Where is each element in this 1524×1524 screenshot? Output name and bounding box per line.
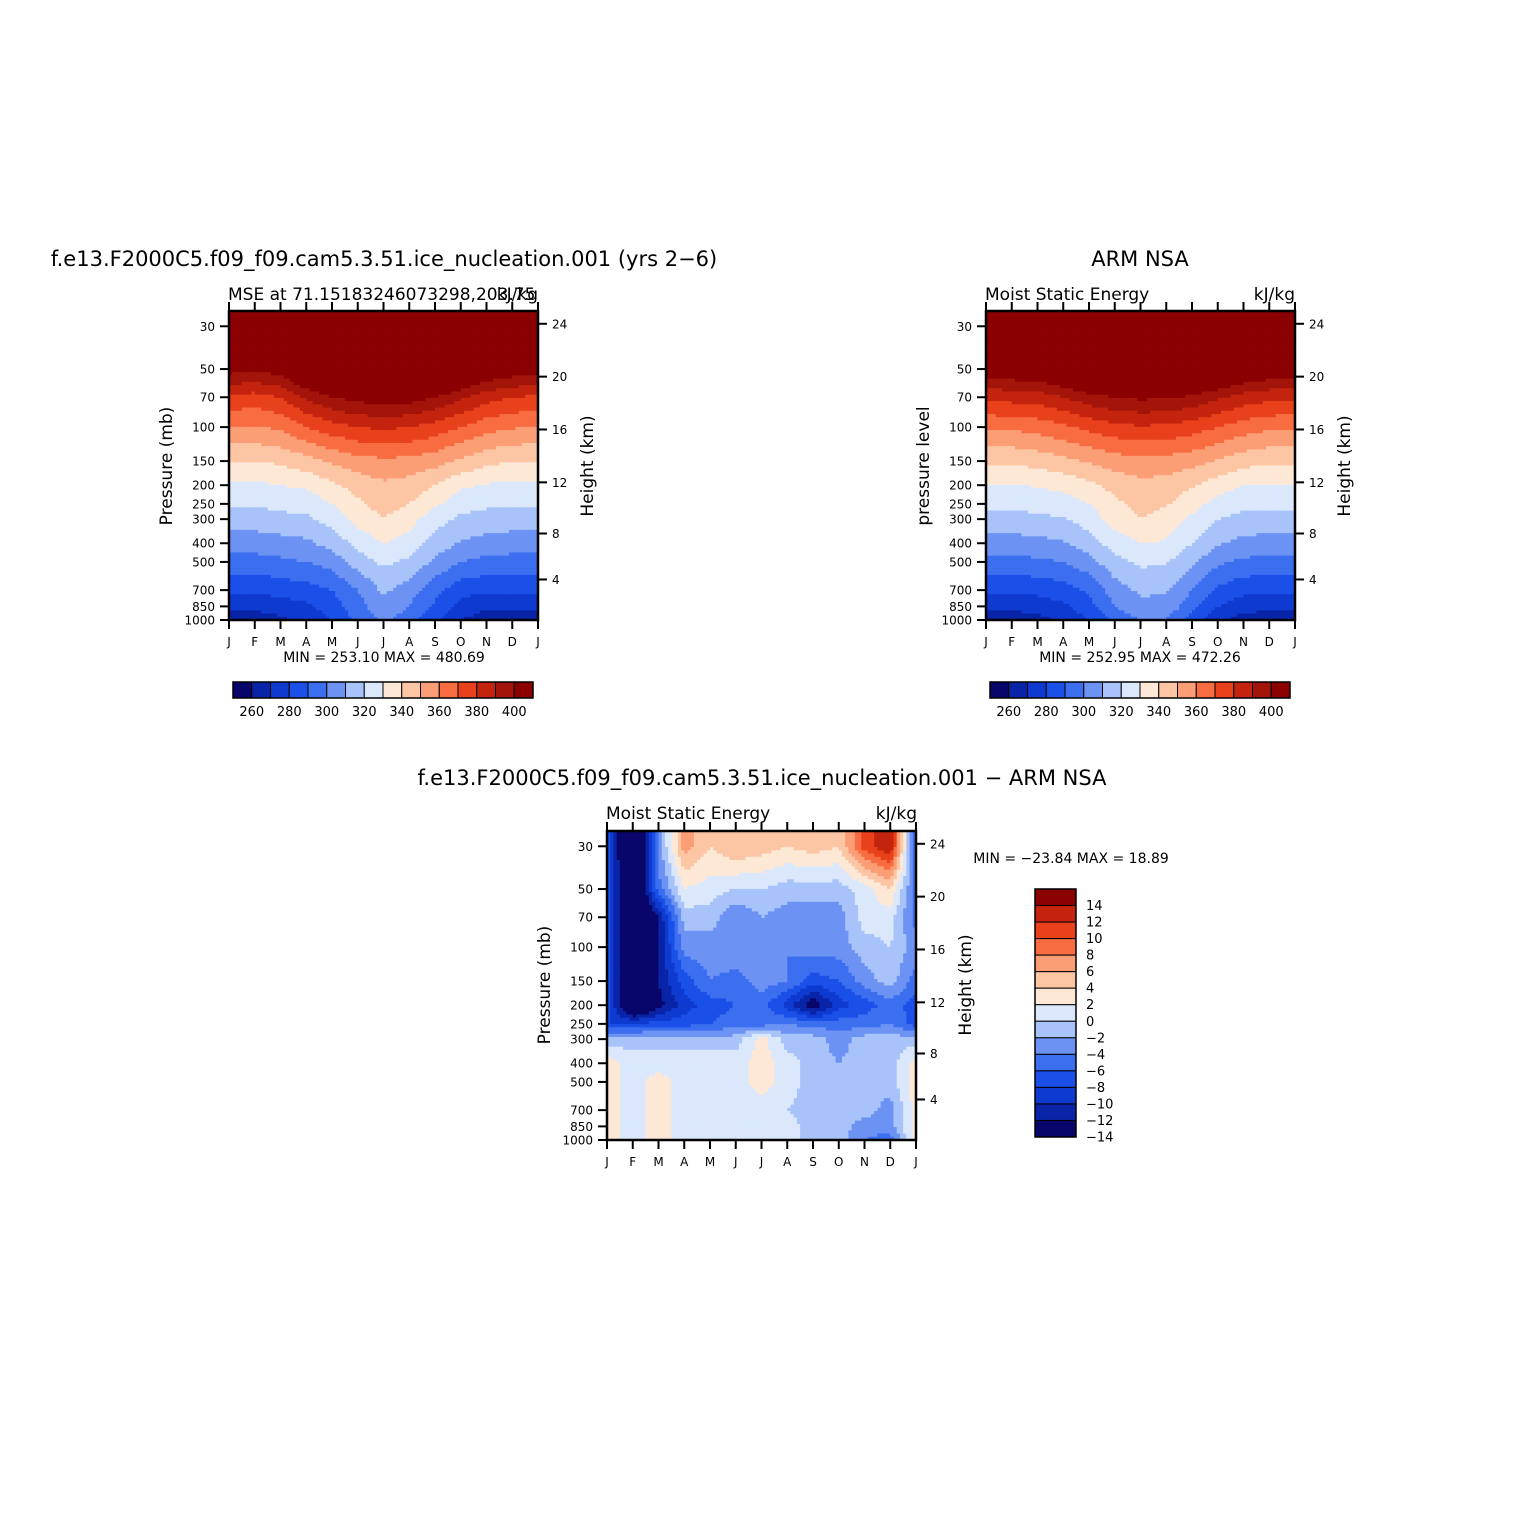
model-y2-axis-label: Height (km): [578, 415, 598, 516]
heatmap-field-0: [229, 311, 539, 621]
model-subtitle-left: MSE at 71.15183246073298,203.75: [228, 285, 535, 305]
model-minmax-label: MIN = 253.10 MAX = 480.69: [283, 650, 485, 666]
model-plot-area: J F M A M J J A S O N D J305070100150200250300400500…: [184, 302, 567, 649]
model-main-title: f.e13.F2000C5.f09_f09.cam5.3.51.ice_nucl…: [51, 247, 717, 272]
model-y-axis-label: Pressure (mb): [157, 407, 177, 526]
model-panel: f.e13.F2000C5.f09_f09.cam5.3.51.ice_nucl…: [51, 247, 717, 720]
model-subtitle-right: kJ/kg: [497, 285, 538, 305]
